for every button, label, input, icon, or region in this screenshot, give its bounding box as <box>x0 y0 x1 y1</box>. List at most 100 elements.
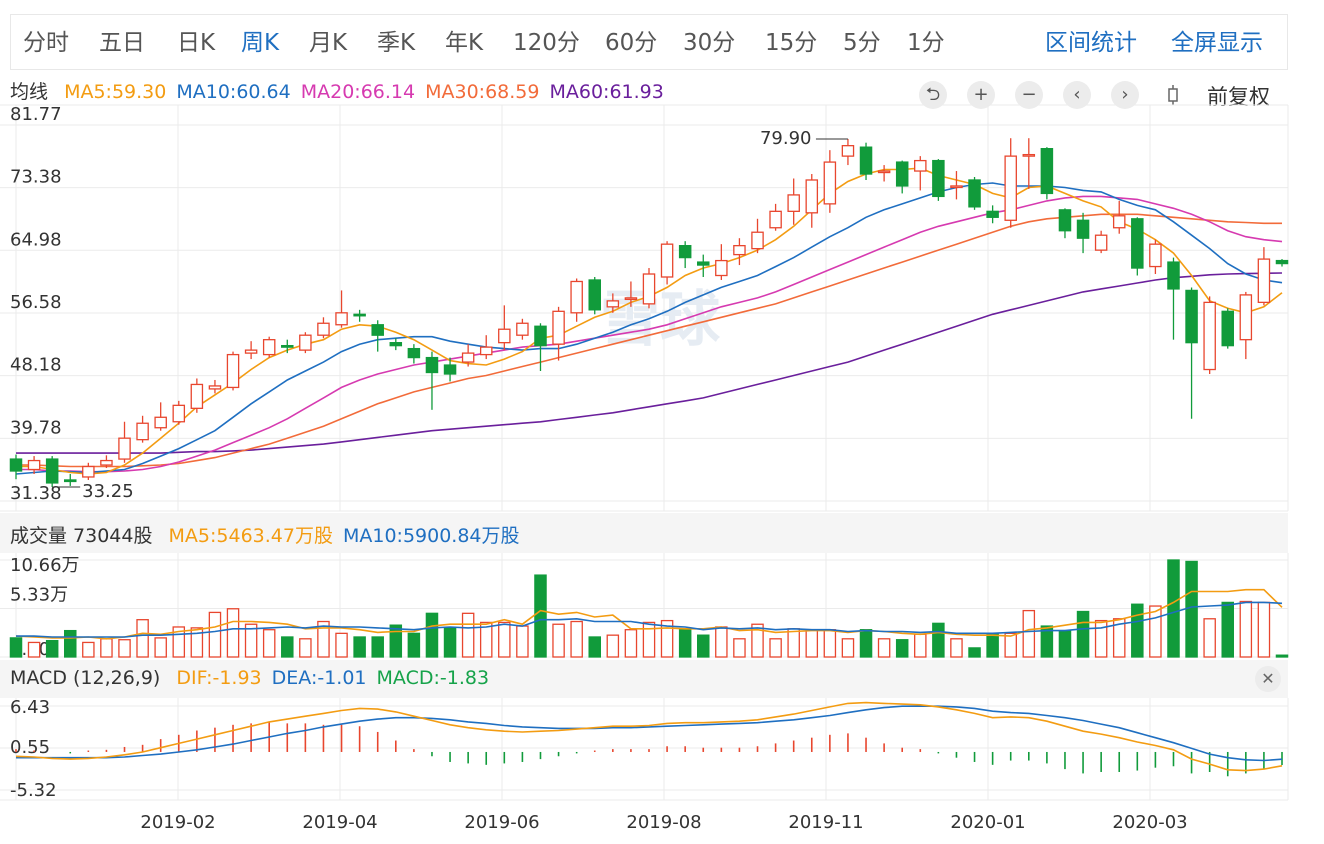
candle-body <box>841 145 855 157</box>
tab-13[interactable]: 1分 <box>907 30 945 56</box>
tab-1[interactable]: 分时 <box>23 30 69 56</box>
tab-2[interactable]: 五日 <box>99 30 145 56</box>
candle-body <box>9 458 23 472</box>
price-tick-label: 39.78 <box>10 417 62 438</box>
tab-4[interactable]: 周K <box>241 30 280 56</box>
volume-bar <box>534 574 547 658</box>
volume-bar <box>697 634 710 658</box>
volume-bar <box>371 636 384 658</box>
ma10-line <box>15 182 1283 475</box>
chevron-left-icon[interactable]: ‹ <box>1063 81 1091 109</box>
fullscreen-button[interactable]: 全屏显示 <box>1171 30 1263 56</box>
volume-bar <box>262 629 276 658</box>
candle-body <box>335 312 348 326</box>
volume-bar <box>715 626 728 658</box>
tab-7[interactable]: 年K <box>445 30 484 56</box>
volume-bar <box>353 636 366 658</box>
volume-bar <box>226 608 240 658</box>
candle-body <box>787 194 800 212</box>
macd-header-band <box>0 660 1288 698</box>
price-tick-label: 48.18 <box>10 355 62 376</box>
chevron-right-icon[interactable]: › <box>1111 81 1139 109</box>
volume-bar <box>1131 603 1144 658</box>
candle-body <box>1167 261 1180 290</box>
candle-body <box>606 300 620 308</box>
macd-legend-title: MACD (12,26,9) <box>10 667 161 689</box>
x-axis-label: 2020-03 <box>1112 812 1187 833</box>
interval-stats-button[interactable]: 区间统计 <box>1045 30 1137 56</box>
volume-bar <box>1112 618 1126 658</box>
volume-bar <box>570 620 583 658</box>
macd-legend-item-2: DEA:-1.01 <box>271 667 367 689</box>
candle-body <box>1058 209 1072 232</box>
volume-bar <box>244 623 258 658</box>
tab-5[interactable]: 月K <box>309 30 348 56</box>
tab-3[interactable]: 日K <box>177 30 216 56</box>
candle-body <box>1149 243 1162 268</box>
x-axis-label: 2019-11 <box>788 812 863 833</box>
volume-bar <box>1167 559 1180 658</box>
candle-body <box>1275 259 1289 265</box>
candle-body <box>751 231 764 250</box>
candle-body <box>624 297 638 301</box>
candle-body <box>570 280 583 314</box>
candle-body <box>100 459 113 466</box>
volume-bar <box>154 637 167 658</box>
tab-8[interactable]: 120分 <box>513 30 580 56</box>
adjust-select[interactable]: 前复权 <box>1207 85 1270 109</box>
volume-bar <box>172 626 186 658</box>
candle-body <box>678 245 692 259</box>
candle-body <box>317 322 330 336</box>
ma-legend-item-2: MA10:60.64 <box>176 81 291 103</box>
tab-12[interactable]: 5分 <box>843 30 881 56</box>
price-tick-label: 31.38 <box>10 483 62 504</box>
volume-bar <box>859 629 873 658</box>
ma5-line <box>16 167 1283 475</box>
volume-bar <box>425 612 439 658</box>
candle-body <box>1022 153 1036 157</box>
x-axis-label: 2019-08 <box>626 812 701 833</box>
close-macd-icon[interactable]: ✕ <box>1255 666 1281 692</box>
candle-body <box>895 161 909 187</box>
tab-9[interactable]: 60分 <box>605 30 658 56</box>
candle-body <box>805 179 819 214</box>
candle-body <box>371 324 384 336</box>
volume-bar <box>1257 601 1271 658</box>
reset-icon[interactable]: ⮌ <box>919 81 947 109</box>
macd-tick-label: 6.43 <box>10 697 50 718</box>
candle-body <box>769 210 782 229</box>
candle-body <box>244 349 258 354</box>
volume-bar <box>461 612 475 658</box>
volume-bar <box>552 623 565 658</box>
candle-body <box>588 279 601 311</box>
candle-body <box>425 356 439 374</box>
zoom-out-icon[interactable]: − <box>1015 81 1043 109</box>
ma-legend-item-5: MA60:61.93 <box>549 81 664 103</box>
tab-6[interactable]: 季K <box>377 30 416 56</box>
vol-legend-item-1: MA5:5463.47万股 <box>168 525 333 547</box>
volume-bar <box>82 641 95 658</box>
volume-bar <box>805 629 819 658</box>
candle-body <box>154 416 167 429</box>
macd-legend-item-3: MACD:-1.83 <box>376 667 490 689</box>
candle-glyph <box>1168 85 1178 105</box>
zoom-in-icon[interactable]: + <box>967 81 995 109</box>
tab-10[interactable]: 30分 <box>683 30 736 56</box>
candle-body <box>642 273 656 305</box>
candle-style-icon[interactable] <box>1159 81 1187 109</box>
volume-bar <box>1275 654 1289 658</box>
volume-bar <box>389 624 403 658</box>
volume-bar <box>1076 610 1090 658</box>
volume-bar <box>588 636 601 658</box>
candle-body <box>498 328 511 344</box>
volume-bar <box>317 620 330 658</box>
volume-bar <box>1185 560 1198 658</box>
candle-body <box>262 339 276 356</box>
candle-body <box>353 313 366 317</box>
candle-body <box>1203 301 1216 371</box>
ma20-line <box>16 195 1283 473</box>
candle-body <box>407 347 421 359</box>
tab-11[interactable]: 15分 <box>765 30 818 56</box>
candle-body <box>859 146 873 175</box>
